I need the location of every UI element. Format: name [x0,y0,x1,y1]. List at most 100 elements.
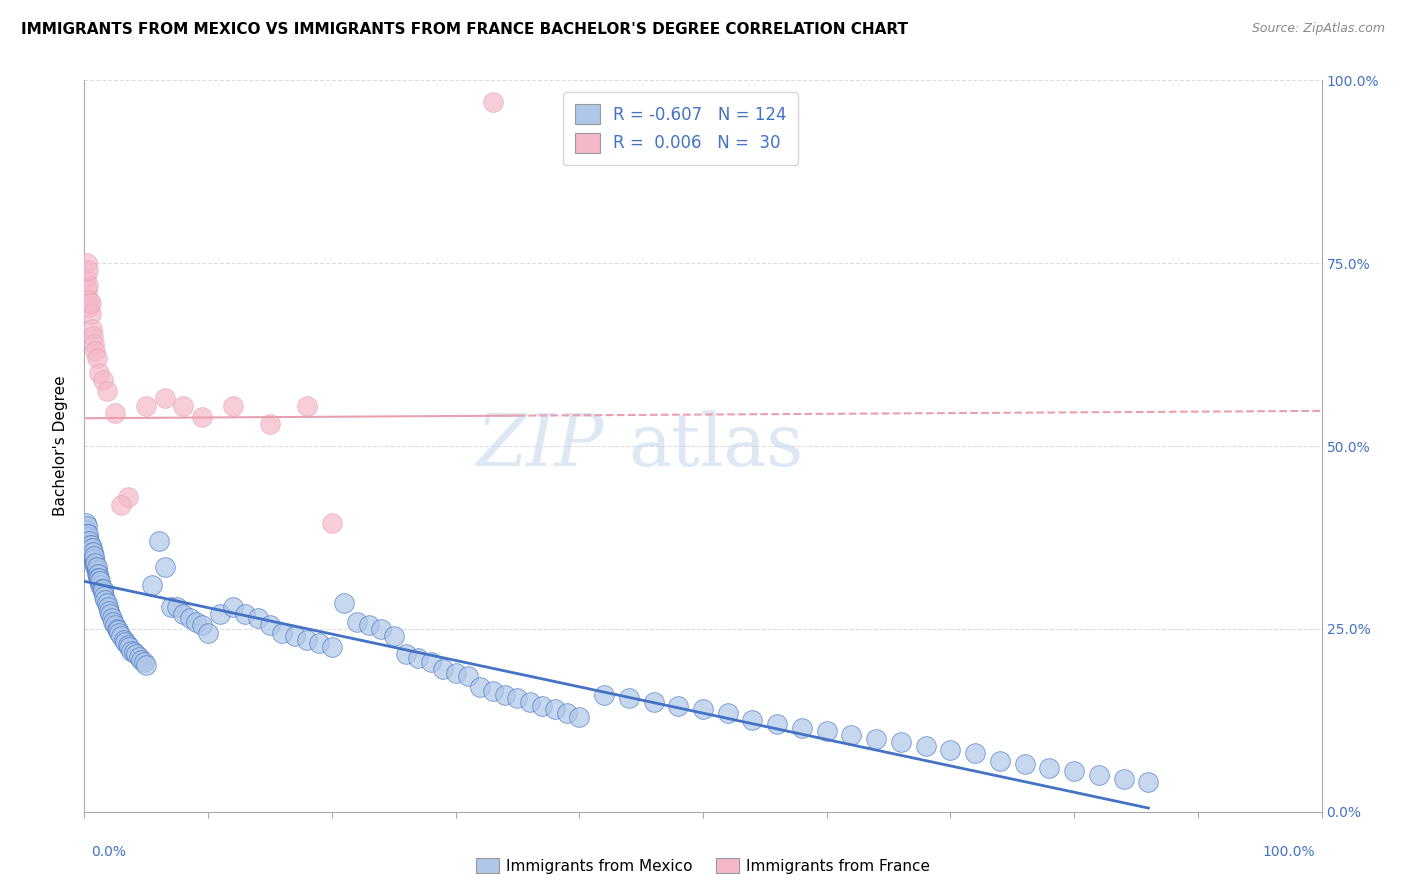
Point [432,662,454,676]
Point [79,296,101,310]
Point [481,95,503,110]
Point [419,655,441,669]
Point [94,592,117,607]
Point [148,534,170,549]
Point [75,270,97,285]
Point [83,336,105,351]
Point [80,322,103,336]
Point [568,709,591,723]
Point [82,552,104,566]
Point [172,607,194,622]
Point [87,571,110,585]
Point [105,622,128,636]
Point [90,582,112,596]
Point [118,640,141,655]
Point [75,516,97,530]
Point [555,706,578,720]
Point [741,714,763,728]
Point [382,629,405,643]
Point [117,490,139,504]
Point [370,622,392,636]
Point [104,618,127,632]
Point [197,625,219,640]
Point [259,618,281,632]
Point [97,599,120,614]
Point [79,307,101,321]
Point [717,706,740,720]
Point [965,746,987,760]
Point [135,399,157,413]
Point [209,607,232,622]
Point [86,563,108,577]
Point [77,538,100,552]
Point [75,293,97,307]
Point [122,645,145,659]
Point [96,384,118,399]
Point [222,399,245,413]
Point [83,556,105,570]
Point [284,629,307,643]
Point [79,300,101,314]
Point [1137,775,1160,789]
Point [80,541,103,556]
Point [308,636,330,650]
Point [89,571,111,585]
Point [79,534,101,549]
Point [76,530,98,544]
Point [666,698,689,713]
Text: ZIP: ZIP [477,410,605,482]
Point [98,603,121,617]
Point [82,549,104,563]
Point [86,559,108,574]
Point [357,618,380,632]
Point [91,373,114,387]
Point [191,409,214,424]
Point [395,648,418,662]
Point [91,585,114,599]
Point [80,545,103,559]
Point [865,731,887,746]
Point [83,552,105,566]
Point [84,556,107,570]
Point [643,695,665,709]
Point [494,688,516,702]
Legend: Immigrants from Mexico, Immigrants from France: Immigrants from Mexico, Immigrants from … [470,852,936,880]
Point [1088,768,1111,782]
Point [82,545,104,559]
Point [153,392,176,406]
Point [80,549,103,563]
Point [77,278,100,293]
Point [107,624,129,638]
Point [1038,761,1060,775]
Text: 100.0%: 100.0% [1263,845,1315,859]
Point [543,702,565,716]
Point [259,417,281,431]
Point [82,329,104,343]
Point [83,549,105,563]
Point [790,721,813,735]
Point [481,684,503,698]
Point [988,754,1011,768]
Point [295,399,318,413]
Point [79,545,101,559]
Point [100,611,122,625]
Point [129,652,152,666]
Point [153,559,176,574]
Point [86,351,108,366]
Point [692,702,714,716]
Point [321,516,343,530]
Point [222,599,245,614]
Point [84,343,107,358]
Point [75,523,97,537]
Point [89,578,111,592]
Point [160,599,183,614]
Point [295,632,318,647]
Point [519,695,541,709]
Y-axis label: Bachelor's Degree: Bachelor's Degree [53,376,69,516]
Point [108,625,131,640]
Point [135,658,157,673]
Point [531,698,554,713]
Point [457,669,479,683]
Text: 0.0%: 0.0% [91,845,127,859]
Point [89,574,111,589]
